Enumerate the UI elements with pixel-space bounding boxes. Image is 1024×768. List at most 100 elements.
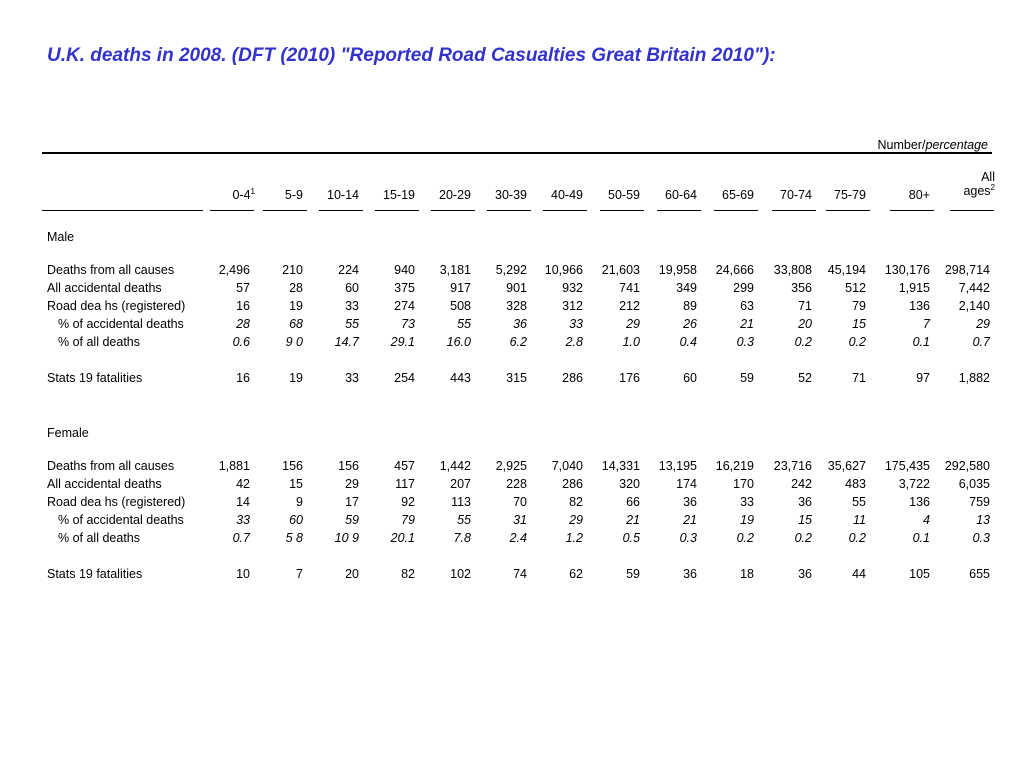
unit-label: Number/percentage (878, 138, 989, 152)
cell: 16,219 (715, 459, 754, 473)
cell: 45,194 (827, 263, 866, 277)
cell: 66 (626, 495, 640, 509)
cell: 21 (626, 513, 640, 527)
cell: 20 (798, 317, 812, 331)
column-note: 1 (250, 187, 255, 196)
cell: 136 (909, 299, 930, 313)
column-label: 80+ (908, 188, 930, 202)
row-label: Stats 19 fatalities (47, 567, 143, 581)
title: U.K. deaths in 2008. (DFT (2010) "Report… (47, 45, 776, 66)
row-label: % of all deaths (58, 335, 140, 349)
cell: 36 (683, 567, 697, 581)
cell: 901 (506, 281, 527, 295)
cell: 59 (626, 567, 640, 581)
column-header: 30-39 (495, 188, 527, 202)
cell: 73 (401, 317, 415, 331)
cell: 89 (683, 299, 697, 313)
cell: 349 (676, 281, 697, 295)
cell: 375 (394, 281, 415, 295)
column-header: All ages2 (955, 170, 995, 198)
cell: 508 (450, 299, 471, 313)
cell: 0.1 (912, 531, 930, 545)
rule (657, 210, 701, 211)
row-label: Deaths from all causes (47, 263, 175, 277)
cell: 29 (569, 513, 583, 527)
cell: 20 (345, 567, 359, 581)
cell: 2,925 (495, 459, 527, 473)
cell: 292,580 (944, 459, 990, 473)
cell: 3,722 (898, 477, 930, 491)
cell: 0.6 (232, 335, 250, 349)
cell: 55 (457, 317, 471, 331)
cell: 62 (569, 567, 583, 581)
cell: 29.1 (390, 335, 415, 349)
rule (42, 152, 992, 154)
rule (263, 210, 307, 211)
cell: 224 (338, 263, 359, 277)
cell: 29 (626, 317, 640, 331)
column-note: 2 (990, 183, 995, 192)
cell: 1,882 (958, 371, 990, 385)
cell: 286 (562, 477, 583, 491)
cell: 228 (506, 477, 527, 491)
cell: 105 (909, 567, 930, 581)
cell: 0.7 (972, 335, 990, 349)
cell: 13,195 (658, 459, 697, 473)
cell: 298,714 (944, 263, 990, 277)
cell: 44 (852, 567, 866, 581)
cell: 16 (236, 299, 250, 313)
cell: 443 (450, 371, 471, 385)
cell: 59 (345, 513, 359, 527)
cell: 5 8 (285, 531, 303, 545)
cell: 6,035 (958, 477, 990, 491)
cell: 741 (619, 281, 640, 295)
cell: 1,442 (439, 459, 471, 473)
cell: 7 (923, 317, 930, 331)
unit-percentage: percentage (925, 138, 988, 152)
cell: 1,881 (218, 459, 250, 473)
cell: 2.4 (509, 531, 527, 545)
cell: 3,181 (439, 263, 471, 277)
rule (890, 210, 934, 211)
cell: 11 (853, 513, 866, 527)
cell: 36 (513, 317, 527, 331)
cell: 1.0 (622, 335, 640, 349)
cell: 21,603 (601, 263, 640, 277)
cell: 60 (289, 513, 303, 527)
cell: 13 (976, 513, 990, 527)
column-label: 50-59 (608, 188, 640, 202)
unit-number: Number/ (877, 138, 926, 152)
column-label: 0-4 (232, 188, 251, 202)
rule (543, 210, 587, 211)
cell: 14 (236, 495, 250, 509)
cell: 33 (345, 371, 359, 385)
cell: 0.3 (736, 335, 754, 349)
cell: 0.2 (794, 531, 812, 545)
cell: 33 (345, 299, 359, 313)
cell: 170 (733, 477, 754, 491)
column-label: 70-74 (780, 188, 812, 202)
cell: 10,966 (544, 263, 583, 277)
cell: 7 (296, 567, 303, 581)
rule (772, 210, 816, 211)
column-header: 80+ (909, 188, 930, 202)
cell: 113 (451, 495, 471, 509)
column-label: 30-39 (495, 188, 527, 202)
cell: 0.3 (972, 531, 990, 545)
cell: 14,331 (601, 459, 640, 473)
column-label: 10-14 (327, 188, 359, 202)
cell: 212 (619, 299, 640, 313)
row-label: Deaths from all causes (47, 459, 175, 473)
column-header: 20-29 (439, 188, 471, 202)
column-label: 5-9 (284, 188, 303, 202)
cell: 512 (845, 281, 866, 295)
cell: 55 (345, 317, 359, 331)
cell: 29 (976, 317, 990, 331)
cell: 82 (569, 495, 583, 509)
rule (600, 210, 644, 211)
cell: 130,176 (884, 263, 930, 277)
cell: 42 (236, 477, 250, 491)
cell: 57 (236, 281, 250, 295)
cell: 29 (345, 477, 359, 491)
rule (319, 210, 363, 211)
